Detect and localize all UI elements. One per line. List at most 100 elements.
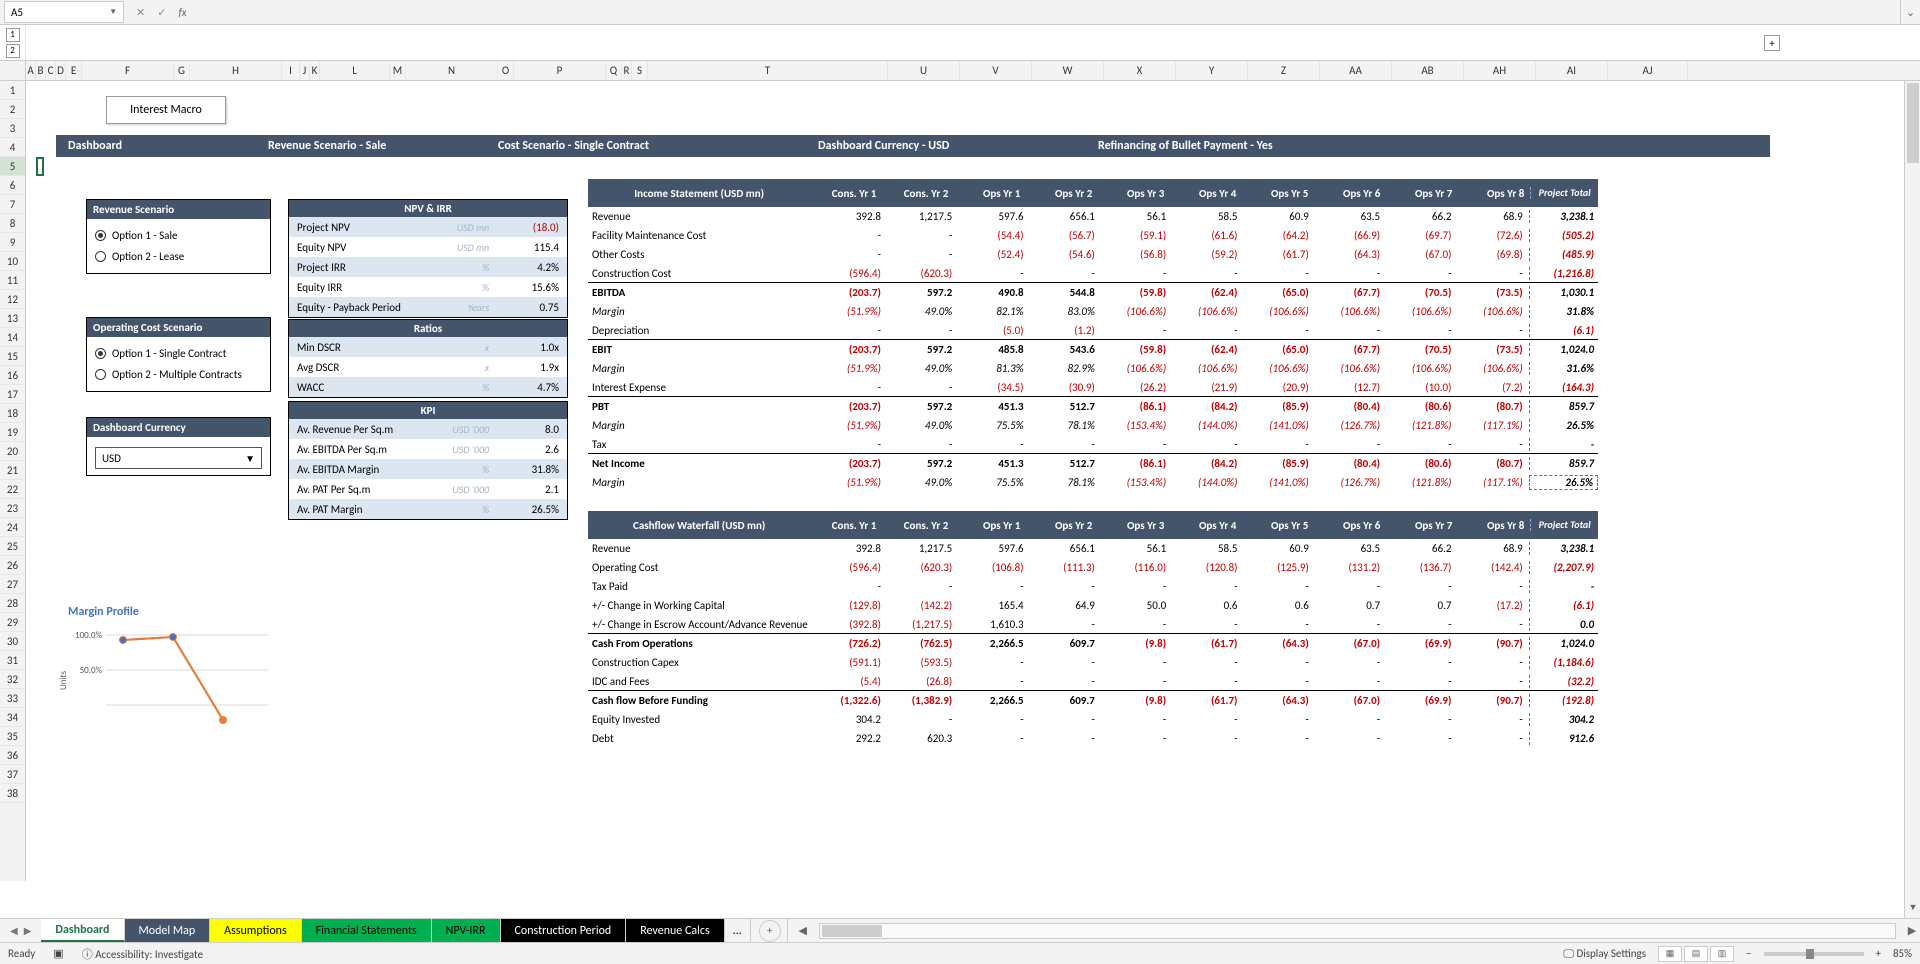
- row-header-28[interactable]: 28: [0, 594, 25, 613]
- formula-expand-icon[interactable]: ⌄: [1900, 0, 1920, 24]
- col-header-C[interactable]: C: [46, 61, 56, 80]
- cancel-icon[interactable]: ✕: [136, 6, 145, 19]
- col-header-K[interactable]: K: [310, 61, 320, 80]
- col-header-A[interactable]: A: [26, 61, 36, 80]
- row-header-7[interactable]: 7: [0, 195, 25, 214]
- outline-expand-icon[interactable]: +: [1764, 35, 1780, 51]
- vscroll-thumb[interactable]: [1907, 83, 1919, 163]
- view-normal-icon[interactable]: ▦: [1658, 946, 1682, 962]
- col-header-U[interactable]: U: [888, 61, 960, 80]
- col-header-R[interactable]: R: [622, 61, 632, 80]
- col-header-Z[interactable]: Z: [1248, 61, 1320, 80]
- sheet-tab-model-map[interactable]: Model Map: [125, 919, 211, 942]
- col-header-AH[interactable]: AH: [1464, 61, 1536, 80]
- view-page-layout-icon[interactable]: ▤: [1684, 946, 1708, 962]
- row-header-15[interactable]: 15: [0, 347, 25, 366]
- row-header-10[interactable]: 10: [0, 252, 25, 271]
- col-header-W[interactable]: W: [1032, 61, 1104, 80]
- display-settings[interactable]: 🖵 Display Settings: [1563, 947, 1646, 961]
- cost-option-2[interactable]: Option 2 - Multiple Contracts: [95, 364, 262, 385]
- confirm-icon[interactable]: ✓: [157, 6, 166, 19]
- col-header-E[interactable]: E: [66, 61, 82, 80]
- col-header-M[interactable]: M: [390, 61, 406, 80]
- col-header-P[interactable]: P: [514, 61, 606, 80]
- zoom-out-icon[interactable]: −: [1746, 947, 1751, 960]
- row-header-22[interactable]: 22: [0, 480, 25, 499]
- zoom-slider[interactable]: [1764, 952, 1864, 956]
- tab-next-icon[interactable]: ▶: [24, 924, 32, 937]
- row-header-27[interactable]: 27: [0, 575, 25, 594]
- row-header-29[interactable]: 29: [0, 613, 25, 632]
- row-header-14[interactable]: 14: [0, 328, 25, 347]
- row-header-38[interactable]: 38: [0, 784, 25, 803]
- row-header-16[interactable]: 16: [0, 366, 25, 385]
- tab-prev-icon[interactable]: ◀: [10, 924, 18, 937]
- col-header-X[interactable]: X: [1104, 61, 1176, 80]
- vertical-scrollbar[interactable]: ▲ ▼: [1904, 81, 1920, 918]
- sheet-tab-financial-statements[interactable]: Financial Statements: [302, 919, 432, 942]
- sheet-tab-revenue-calcs[interactable]: Revenue Calcs: [626, 919, 724, 942]
- col-header-D[interactable]: D: [56, 61, 66, 80]
- sheet-tab-dashboard[interactable]: Dashboard: [41, 919, 124, 942]
- row-header-1[interactable]: 1: [0, 81, 25, 100]
- row-header-23[interactable]: 23: [0, 499, 25, 518]
- row-header-6[interactable]: 6: [0, 176, 25, 195]
- hscroll-thumb[interactable]: [822, 925, 882, 937]
- col-header-H[interactable]: H: [190, 61, 282, 80]
- select-all-corner[interactable]: [0, 61, 26, 80]
- col-header-O[interactable]: O: [498, 61, 514, 80]
- col-header-AB[interactable]: AB: [1392, 61, 1464, 80]
- row-header-4[interactable]: 4: [0, 138, 25, 157]
- sheet-tab-construction-period[interactable]: Construction Period: [501, 919, 627, 942]
- row-header-19[interactable]: 19: [0, 423, 25, 442]
- row-header-34[interactable]: 34: [0, 708, 25, 727]
- cost-option-1[interactable]: Option 1 - Single Contract: [95, 343, 262, 364]
- fx-icon[interactable]: fx: [178, 6, 186, 19]
- horizontal-scrollbar[interactable]: [819, 923, 1896, 939]
- row-header-37[interactable]: 37: [0, 765, 25, 784]
- col-header-G[interactable]: G: [174, 61, 190, 80]
- row-header-33[interactable]: 33: [0, 689, 25, 708]
- row-header-8[interactable]: 8: [0, 214, 25, 233]
- row-header-26[interactable]: 26: [0, 556, 25, 575]
- sheet-tab-assumptions[interactable]: Assumptions: [210, 919, 301, 942]
- sheet-tab-npv-irr[interactable]: NPV-IRR: [432, 919, 501, 942]
- row-header-13[interactable]: 13: [0, 309, 25, 328]
- macro-record-icon[interactable]: ▣: [53, 947, 63, 960]
- row-header-11[interactable]: 11: [0, 271, 25, 290]
- row-header-30[interactable]: 30: [0, 632, 25, 651]
- hscroll-left-icon[interactable]: ◀: [795, 924, 811, 937]
- row-header-25[interactable]: 25: [0, 537, 25, 556]
- row-header-17[interactable]: 17: [0, 385, 25, 404]
- outline-level-2[interactable]: 2: [6, 44, 20, 58]
- col-header-Y[interactable]: Y: [1176, 61, 1248, 80]
- col-header-AJ[interactable]: AJ: [1608, 61, 1688, 80]
- hscroll-right-icon[interactable]: ▶: [1904, 924, 1920, 937]
- col-header-I[interactable]: I: [282, 61, 300, 80]
- scroll-down-icon[interactable]: ▼: [1905, 902, 1920, 918]
- row-header-9[interactable]: 9: [0, 233, 25, 252]
- zoom-in-icon[interactable]: +: [1876, 947, 1881, 960]
- tab-more[interactable]: ...: [725, 919, 751, 942]
- row-header-5[interactable]: 5: [0, 157, 25, 176]
- col-header-V[interactable]: V: [960, 61, 1032, 80]
- rev-option-2[interactable]: Option 2 - Lease: [95, 246, 262, 267]
- interest-macro-button[interactable]: Interest Macro: [106, 96, 226, 124]
- zoom-level[interactable]: 85%: [1893, 947, 1912, 960]
- accessibility-status[interactable]: ⓘ Accessibility: Investigate: [82, 946, 203, 962]
- col-header-B[interactable]: B: [36, 61, 46, 80]
- col-header-S[interactable]: S: [632, 61, 648, 80]
- formula-input[interactable]: [199, 1, 1900, 23]
- row-header-32[interactable]: 32: [0, 670, 25, 689]
- name-box[interactable]: A5 ▼: [4, 1, 124, 23]
- col-header-AI[interactable]: AI: [1536, 61, 1608, 80]
- view-page-break-icon[interactable]: ▥: [1710, 946, 1734, 962]
- zoom-thumb[interactable]: [1806, 949, 1814, 959]
- col-header-F[interactable]: F: [82, 61, 174, 80]
- row-header-21[interactable]: 21: [0, 461, 25, 480]
- outline-level-1[interactable]: 1: [6, 28, 20, 42]
- row-header-24[interactable]: 24: [0, 518, 25, 537]
- row-header-36[interactable]: 36: [0, 746, 25, 765]
- row-header-12[interactable]: 12: [0, 290, 25, 309]
- row-header-2[interactable]: 2: [0, 100, 25, 119]
